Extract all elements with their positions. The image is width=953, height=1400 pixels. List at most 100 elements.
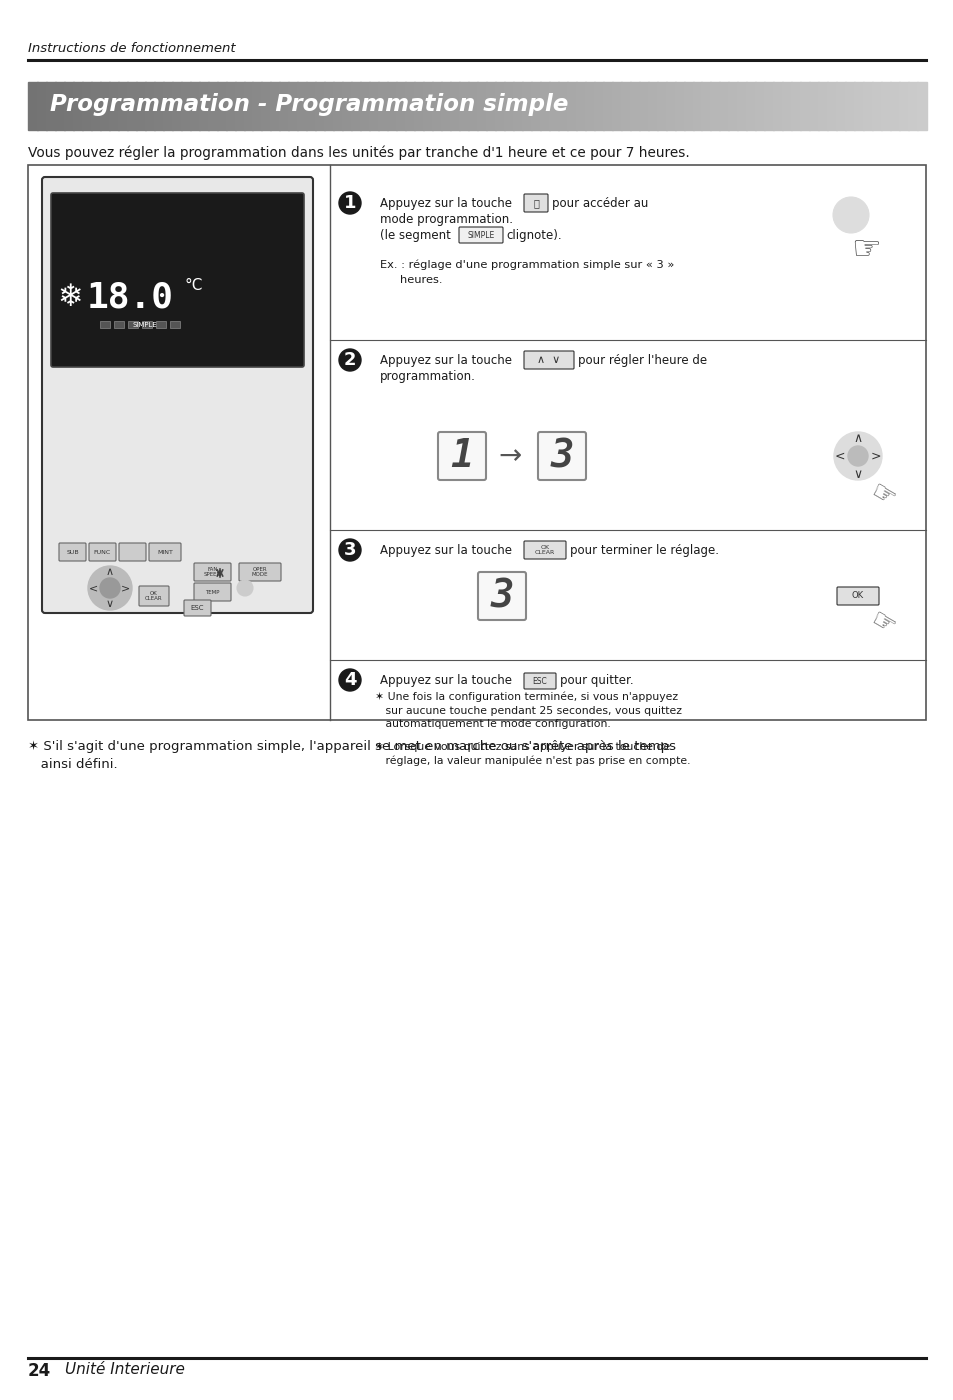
Bar <box>109 83 119 130</box>
Bar <box>818 83 827 130</box>
Text: ⏱: ⏱ <box>533 197 538 209</box>
Bar <box>476 83 486 130</box>
FancyBboxPatch shape <box>523 673 556 689</box>
Text: 18.0: 18.0 <box>87 281 173 315</box>
Bar <box>145 83 154 130</box>
Circle shape <box>832 197 868 232</box>
Bar <box>324 83 334 130</box>
Text: ✶ Une fois la configuration terminée, si vous n'appuyez
   sur aucune touche pen: ✶ Une fois la configuration terminée, si… <box>375 692 681 729</box>
Bar <box>28 83 38 130</box>
Circle shape <box>338 349 360 371</box>
Text: ∧: ∧ <box>853 431 862 445</box>
Bar <box>351 83 361 130</box>
Bar <box>907 83 917 130</box>
Bar <box>647 83 657 130</box>
Bar <box>100 321 110 328</box>
Text: Programmation - Programmation simple: Programmation - Programmation simple <box>50 94 568 116</box>
Bar <box>306 83 316 130</box>
Bar <box>156 321 166 328</box>
Circle shape <box>88 566 132 610</box>
FancyBboxPatch shape <box>59 543 86 561</box>
Bar <box>539 83 549 130</box>
FancyBboxPatch shape <box>523 540 565 559</box>
Bar <box>55 83 65 130</box>
Bar <box>113 321 124 328</box>
Text: 3: 3 <box>490 577 513 615</box>
Bar <box>198 83 209 130</box>
Bar <box>180 83 191 130</box>
Bar <box>333 83 343 130</box>
Bar <box>576 83 585 130</box>
Bar <box>234 83 244 130</box>
Text: pour terminer le réglage.: pour terminer le réglage. <box>569 545 719 557</box>
Bar <box>521 83 532 130</box>
Circle shape <box>833 433 882 480</box>
FancyBboxPatch shape <box>193 563 231 581</box>
Bar <box>593 83 603 130</box>
Bar <box>243 83 253 130</box>
Bar <box>773 83 782 130</box>
Text: pour régler l'heure de: pour régler l'heure de <box>578 354 706 367</box>
Bar <box>800 83 809 130</box>
Text: SUB: SUB <box>66 549 79 554</box>
FancyBboxPatch shape <box>437 433 485 480</box>
Bar <box>682 83 693 130</box>
Bar <box>72 83 83 130</box>
Bar <box>700 83 711 130</box>
Circle shape <box>100 578 120 598</box>
Bar <box>763 83 774 130</box>
Bar <box>37 83 47 130</box>
Text: ∨: ∨ <box>106 599 114 609</box>
Text: (le segment: (le segment <box>379 230 451 242</box>
Text: ESC: ESC <box>190 605 204 610</box>
Bar <box>836 83 845 130</box>
Bar <box>117 83 128 130</box>
Bar <box>82 83 91 130</box>
Bar <box>871 83 882 130</box>
Text: ✶ S'il s'agit d'une programmation simple, l'appareil se met en marche ou s'arrêt: ✶ S'il s'agit d'une programmation simple… <box>28 741 676 771</box>
Bar <box>728 83 738 130</box>
Text: →: → <box>497 442 521 470</box>
Bar <box>423 83 433 130</box>
Bar <box>405 83 415 130</box>
FancyBboxPatch shape <box>537 433 585 480</box>
Bar <box>558 83 567 130</box>
Text: ∧  ∨: ∧ ∨ <box>537 356 560 365</box>
Text: >: > <box>121 582 131 594</box>
Text: clignote).: clignote). <box>505 230 561 242</box>
Bar <box>692 83 701 130</box>
Bar <box>387 83 396 130</box>
Bar <box>656 83 666 130</box>
Bar <box>620 83 630 130</box>
Bar <box>190 83 199 130</box>
Text: Vous pouvez régler la programmation dans les unités par tranche d'1 heure et ce : Vous pouvez régler la programmation dans… <box>28 146 689 160</box>
Text: ✶ Lorsque vous quittez sans appuyer sur la touche de
   réglage, la valeur manip: ✶ Lorsque vous quittez sans appuyer sur … <box>375 742 690 766</box>
Bar <box>530 83 540 130</box>
Bar <box>432 83 441 130</box>
FancyBboxPatch shape <box>239 563 281 581</box>
Text: OPER
MODE: OPER MODE <box>252 567 268 577</box>
Bar <box>781 83 792 130</box>
Bar <box>665 83 675 130</box>
Text: FUNC: FUNC <box>93 549 111 554</box>
Text: pour quitter.: pour quitter. <box>559 673 633 687</box>
Text: Appuyez sur la touche: Appuyez sur la touche <box>379 197 512 210</box>
Text: OK: OK <box>851 591 863 601</box>
Bar <box>170 321 180 328</box>
Bar <box>208 83 217 130</box>
Bar <box>611 83 621 130</box>
Bar <box>826 83 837 130</box>
Text: Appuyez sur la touche: Appuyez sur la touche <box>379 354 512 367</box>
Text: Instructions de fonctionnement: Instructions de fonctionnement <box>28 42 235 55</box>
Bar <box>513 83 522 130</box>
FancyBboxPatch shape <box>458 227 502 244</box>
Bar <box>485 83 496 130</box>
Bar <box>253 83 262 130</box>
Bar <box>135 83 146 130</box>
Bar <box>468 83 477 130</box>
Text: <: < <box>90 582 98 594</box>
FancyBboxPatch shape <box>523 195 547 211</box>
Bar <box>584 83 594 130</box>
FancyBboxPatch shape <box>149 543 181 561</box>
FancyBboxPatch shape <box>42 176 313 613</box>
